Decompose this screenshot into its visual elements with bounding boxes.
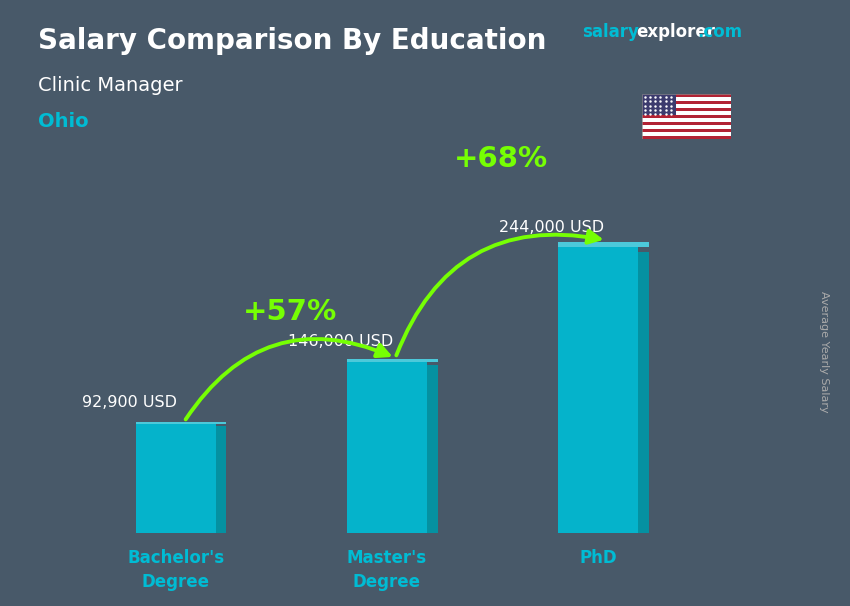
Bar <box>347 359 438 362</box>
Text: 244,000 USD: 244,000 USD <box>499 219 604 235</box>
Bar <box>642 115 731 118</box>
Text: explorer: explorer <box>636 23 715 41</box>
Bar <box>642 108 731 112</box>
Text: +68%: +68% <box>454 145 548 173</box>
Bar <box>642 118 731 122</box>
Text: salary: salary <box>582 23 639 41</box>
Bar <box>135 424 216 533</box>
Text: Clinic Manager: Clinic Manager <box>38 76 183 95</box>
Bar <box>558 242 649 247</box>
Text: +57%: +57% <box>242 298 337 325</box>
Text: .com: .com <box>697 23 742 41</box>
Bar <box>642 122 731 125</box>
Bar <box>642 104 731 108</box>
Bar <box>642 136 731 139</box>
Bar <box>642 125 731 129</box>
Bar <box>642 129 731 132</box>
Bar <box>642 132 731 136</box>
Text: Ohio: Ohio <box>38 112 89 131</box>
Text: 146,000 USD: 146,000 USD <box>288 335 393 350</box>
Bar <box>135 422 226 424</box>
Bar <box>347 362 427 533</box>
Text: 92,900 USD: 92,900 USD <box>82 395 177 410</box>
Text: Salary Comparison By Education: Salary Comparison By Education <box>38 27 547 55</box>
Text: Average Yearly Salary: Average Yearly Salary <box>819 291 829 412</box>
Bar <box>638 251 649 533</box>
Bar <box>642 94 731 98</box>
Bar <box>642 94 676 115</box>
Bar <box>642 98 731 101</box>
Bar <box>558 247 638 533</box>
Bar <box>642 101 731 104</box>
Bar <box>427 365 438 533</box>
Bar <box>216 426 226 533</box>
Bar <box>642 112 731 115</box>
